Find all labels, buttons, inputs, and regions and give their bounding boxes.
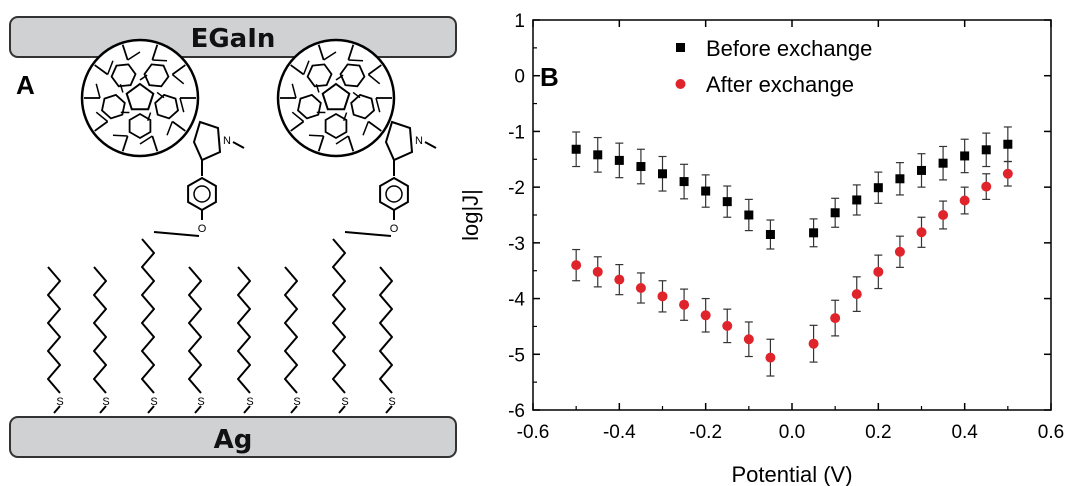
data-point <box>830 313 841 324</box>
data-point <box>895 174 905 184</box>
data-point <box>679 177 689 187</box>
legend-label: Before exchange <box>706 36 872 61</box>
y-tick-label: -4 <box>508 290 525 311</box>
legend-label: After exchange <box>706 72 854 97</box>
pyrrolidine-linker: NO <box>344 120 437 237</box>
thiol-chain: S <box>284 266 301 414</box>
panel-a-label: A <box>16 70 35 100</box>
legend: Before exchange After exchange <box>675 36 872 97</box>
data-point <box>1002 168 1013 179</box>
data-point <box>873 183 883 193</box>
x-tick-label: 0.6 <box>1038 422 1064 443</box>
data-point <box>657 291 668 302</box>
data-point <box>894 246 905 257</box>
top-electrode-label: EGaIn <box>191 24 276 54</box>
data-point <box>743 334 754 345</box>
x-tick-label: 0.2 <box>865 422 891 443</box>
data-point <box>571 144 581 154</box>
sulfur-atom: S <box>102 396 109 408</box>
oxygen-atom: O <box>390 223 399 235</box>
thiol-chain: S <box>237 266 254 414</box>
series-before-exchange <box>571 126 1013 250</box>
data-point <box>959 195 970 206</box>
sulfur-atom: S <box>56 396 63 408</box>
sulfur-atom: S <box>197 396 204 408</box>
data-point <box>809 228 819 238</box>
data-point <box>765 230 775 239</box>
x-tick-label: -0.6 <box>517 422 550 443</box>
data-point <box>571 260 582 271</box>
x-tick-label: -0.2 <box>689 422 722 443</box>
panel-b-label: B <box>540 62 559 92</box>
data-point <box>592 266 603 277</box>
y-tick-label: -1 <box>508 122 525 143</box>
data-point <box>981 145 991 155</box>
data-point <box>679 299 690 310</box>
data-point <box>658 169 667 179</box>
nitrogen-atom: N <box>415 135 423 147</box>
y-axis-title: log|J| <box>458 189 483 241</box>
data-point <box>851 289 862 300</box>
data-point <box>916 227 927 238</box>
data-point <box>873 266 884 277</box>
data-point <box>852 195 862 205</box>
data-point <box>593 150 603 160</box>
oxygen-atom: O <box>198 223 207 235</box>
data-point <box>744 210 754 220</box>
nitrogen-atom: N <box>223 135 231 147</box>
data-point <box>614 155 624 165</box>
data-point <box>636 162 646 172</box>
data-point <box>765 352 776 363</box>
thiol-chain: S <box>47 266 64 414</box>
fullerene <box>276 38 396 158</box>
data-point <box>938 210 949 220</box>
data-point <box>701 186 711 196</box>
sulfur-atom: S <box>388 396 395 408</box>
data-point <box>1003 139 1013 149</box>
chart: -0.6 -0.4 -0.2 0.0 0.2 0.4 0.6 1 0 -1 -2 -3 -4 -5 -6 Po… <box>458 11 1064 486</box>
x-tick-label: 0.0 <box>779 422 805 443</box>
data-point <box>700 310 711 321</box>
thiol-chain: S <box>332 238 349 414</box>
thiol-chain: S <box>141 238 158 414</box>
sulfur-atom: S <box>246 396 253 408</box>
bottom-electrode-label: Ag <box>214 425 253 455</box>
y-tick-label: -2 <box>508 178 525 199</box>
y-tick-label: 0 <box>514 67 525 88</box>
fullerene <box>80 38 200 158</box>
legend-marker <box>675 79 686 89</box>
legend-marker <box>676 43 685 52</box>
data-point <box>917 165 926 175</box>
y-tick-label: -3 <box>508 234 525 255</box>
y-tick-label: -6 <box>508 401 525 422</box>
sulfur-atom: S <box>293 396 300 408</box>
sulfur-atom: S <box>150 396 157 408</box>
thiol-chain: S <box>93 266 110 414</box>
bottom-electrode <box>9 416 457 458</box>
data-point <box>722 320 733 331</box>
data-point <box>830 208 840 218</box>
data-point <box>614 274 625 285</box>
panel-b: B -0.6 -0.4 -0.2 0.0 0.2 0.4 0.6 1 0 -1 -2 -3 -4 -5 -6… <box>458 11 1064 486</box>
data-point <box>938 158 948 168</box>
data-point <box>635 282 646 293</box>
series-after-exchange <box>571 160 1013 377</box>
data-point <box>960 151 970 161</box>
sulfur-atom: S <box>341 396 348 408</box>
data-point <box>722 197 732 207</box>
thiol-chain: S <box>188 266 205 414</box>
pyrrolidine-linker: NO <box>153 120 245 237</box>
x-tick-label: 0.4 <box>951 422 978 443</box>
x-tick-label: -0.4 <box>603 422 636 443</box>
y-tick-label: 1 <box>514 11 525 32</box>
thiol-chain: S <box>379 266 396 414</box>
data-point <box>808 338 819 349</box>
y-tick-label: -5 <box>508 345 525 366</box>
data-point <box>981 181 992 192</box>
x-axis-title: Potential (V) <box>731 462 852 486</box>
